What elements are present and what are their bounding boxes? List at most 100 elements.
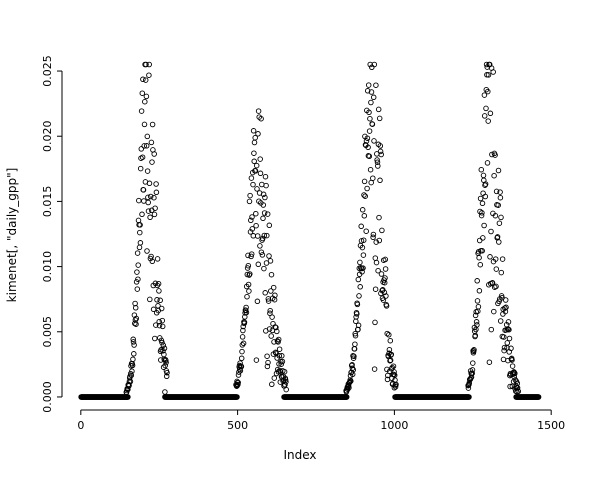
data-point <box>248 175 255 181</box>
data-point <box>382 266 389 272</box>
data-point <box>234 382 241 389</box>
data-point <box>145 208 152 214</box>
data-point <box>264 211 271 217</box>
data-point <box>369 121 376 127</box>
data-point <box>239 342 246 348</box>
data-point <box>139 211 145 218</box>
data-point <box>377 177 383 184</box>
data-point <box>469 367 476 373</box>
data-point <box>466 394 472 400</box>
data-point <box>476 254 482 261</box>
data-point <box>252 168 259 174</box>
data-point <box>249 214 255 220</box>
data-point <box>493 266 500 272</box>
data-point <box>486 359 493 365</box>
data-point <box>350 367 357 373</box>
data-point <box>263 182 269 189</box>
data-point <box>374 159 381 165</box>
data-point <box>268 333 274 339</box>
data-point <box>132 300 138 307</box>
data-point <box>136 244 143 251</box>
data-point <box>243 309 250 316</box>
data-point <box>261 210 268 216</box>
data-point <box>363 138 370 144</box>
y-tick-label: 0.000 <box>41 381 54 413</box>
data-point <box>368 179 374 186</box>
data-point <box>343 394 349 400</box>
data-point <box>251 139 258 146</box>
data-point <box>380 297 387 303</box>
data-point <box>133 321 139 327</box>
data-point <box>358 223 364 230</box>
data-point <box>270 284 277 291</box>
data-point <box>148 253 154 260</box>
data-point <box>281 368 288 375</box>
data-point <box>484 160 491 166</box>
data-point <box>370 175 376 181</box>
y-tick-label: 0.005 <box>41 316 54 348</box>
data-point <box>161 345 168 352</box>
data-point <box>375 106 382 113</box>
data-point <box>370 231 377 238</box>
data-point <box>376 115 383 122</box>
data-point <box>359 269 365 275</box>
data-point <box>282 377 289 383</box>
data-point <box>140 76 146 83</box>
y-tick-label: 0.010 <box>41 251 54 283</box>
data-point <box>375 163 381 169</box>
data-point <box>241 319 248 326</box>
data-point <box>155 280 162 287</box>
data-point <box>250 128 257 134</box>
data-point <box>477 261 484 268</box>
data-point <box>146 61 152 68</box>
data-point <box>470 360 476 366</box>
data-point <box>253 222 259 229</box>
data-point <box>253 210 259 217</box>
data-point <box>496 239 502 245</box>
data-point <box>146 180 153 187</box>
data-point <box>257 156 263 162</box>
data-point <box>354 311 360 317</box>
data-point <box>254 298 261 305</box>
data-point <box>535 394 542 400</box>
data-point <box>160 342 167 349</box>
data-point <box>157 297 163 304</box>
data-point <box>255 108 262 114</box>
data-point <box>512 370 518 377</box>
data-point <box>152 205 158 211</box>
data-point <box>382 275 388 281</box>
data-point <box>509 357 515 363</box>
data-point <box>142 98 148 105</box>
data-point <box>494 234 501 240</box>
data-point <box>127 378 134 385</box>
data-point <box>134 269 140 275</box>
data-point <box>135 276 141 282</box>
data-point <box>481 222 487 229</box>
data-point <box>257 243 263 249</box>
data-point <box>133 315 140 322</box>
data-point <box>496 220 503 226</box>
data-point <box>260 215 266 222</box>
data-point <box>278 361 284 367</box>
data-point <box>160 364 167 370</box>
data-point <box>393 381 399 388</box>
data-point <box>485 88 491 95</box>
data-point <box>129 362 136 369</box>
data-point <box>238 363 245 370</box>
data-point <box>244 265 251 271</box>
data-point <box>506 326 512 333</box>
data-point <box>502 297 509 303</box>
data-point <box>478 166 485 173</box>
data-point <box>254 186 260 192</box>
data-point <box>474 278 480 284</box>
x-axis-label: Index <box>283 448 317 462</box>
data-point <box>149 159 155 165</box>
data-point <box>162 362 168 369</box>
data-point <box>250 181 256 188</box>
data-point <box>344 386 351 392</box>
data-point <box>253 357 260 363</box>
data-point <box>481 113 488 119</box>
data-point <box>154 256 161 262</box>
data-point <box>268 288 274 294</box>
data-point <box>240 340 247 347</box>
